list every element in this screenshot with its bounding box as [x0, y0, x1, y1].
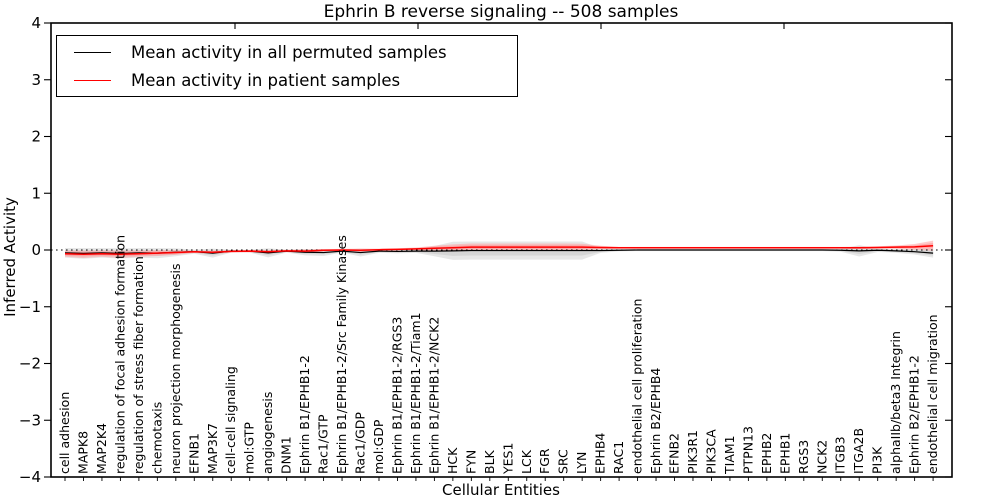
legend-label-permuted: Mean activity in all permuted samples — [131, 42, 447, 62]
legend-item-permuted: Mean activity in all permuted samples — [74, 43, 517, 62]
y-tick-label: −1 — [19, 298, 41, 316]
x-tick-label: Ephrin B1/EPHB1-2 — [297, 355, 312, 474]
y-tick-label: 1 — [31, 184, 41, 202]
x-tick-label: EPHB2 — [759, 433, 774, 474]
y-tick-label: −4 — [19, 468, 41, 486]
x-tick-label: LYN — [574, 452, 589, 474]
series-patient-line — [64, 244, 934, 256]
x-tick-label: Ephrin B1/EPHB1-2/NCK2 — [426, 317, 441, 474]
x-tick-label: NCK2 — [814, 440, 829, 474]
x-tick-label: Ephrin B2/EPHB4 — [648, 368, 663, 474]
x-tick-label: MAPK8 — [75, 431, 90, 474]
y-tick-label: 4 — [31, 14, 41, 32]
x-tick-label: ITGB3 — [833, 436, 848, 474]
x-tick-label: RAC1 — [611, 441, 626, 474]
x-tick-label: regulation of focal adhesion formation — [112, 235, 127, 474]
x-tick-label: BLK — [482, 449, 497, 474]
x-tick-label: Ephrin B1/EPHB1-2/RGS3 — [389, 317, 404, 474]
x-tick-label: EPHB1 — [777, 433, 792, 474]
x-tick-label: PTPN13 — [740, 426, 755, 474]
x-tick-label: ITGA2B — [851, 428, 866, 474]
x-tick-label: endothelial cell proliferation — [630, 299, 645, 474]
x-tick-label: HCK — [445, 447, 460, 474]
x-tick-label: neuron projection morphogenesis — [168, 263, 183, 474]
x-tick-label: SRC — [556, 449, 571, 474]
x-tick-label: cell adhesion — [57, 392, 72, 474]
band-patient-outer — [65, 240, 934, 258]
patient-line-swatch — [74, 79, 111, 81]
x-tick-label: alphaIIb/beta3 Integrin — [888, 331, 903, 474]
x-tick-label: mol:GDP — [371, 419, 386, 474]
x-tick-label: Rac1/GDP — [353, 412, 368, 474]
x-tick-label: EPHB4 — [593, 433, 608, 474]
x-tick-label: YES1 — [500, 443, 515, 475]
x-tick-label: EFNB2 — [667, 433, 682, 474]
chart-title: Ephrin B reverse signaling -- 508 sample… — [324, 2, 679, 22]
x-tick-label: LCK — [519, 449, 534, 474]
legend-item-patient: Mean activity in patient samples — [74, 71, 517, 90]
legend: Mean activity in all permuted samples Me… — [56, 35, 518, 97]
x-tick-label: mol:GTP — [242, 422, 257, 474]
x-tick-label: MAP3K7 — [205, 423, 220, 474]
y-tick-label: 3 — [31, 71, 41, 89]
x-axis-label: Cellular Entities — [442, 481, 560, 499]
x-tick-label: EFNB1 — [186, 433, 201, 474]
x-tick-label: RGS3 — [796, 440, 811, 474]
y-tick-label: −2 — [19, 355, 41, 373]
band-patient-inner — [65, 242, 934, 257]
y-axis-label: Inferred Activity — [1, 197, 19, 317]
x-tick-label: TIAM1 — [722, 435, 737, 475]
permuted-line-swatch — [74, 51, 111, 53]
x-tick-label: PIK3CA — [703, 429, 718, 474]
x-tick-label: MAP2K4 — [94, 423, 109, 474]
x-tick-label: Ephrin B1/EPHB1-2/Src Family Kinases — [334, 235, 349, 474]
x-tick-label: regulation of stress fiber formation — [131, 256, 146, 474]
legend-label-patient: Mean activity in patient samples — [131, 70, 401, 90]
y-tick-label: 2 — [31, 128, 41, 146]
x-tick-label: angiogenesis — [260, 392, 275, 474]
y-tick-label: −3 — [19, 411, 41, 429]
x-tick-label: endothelial cell migration — [925, 314, 940, 474]
x-tick-label: PI3K — [870, 446, 885, 474]
x-tick-label: Ephrin B1/EPHB1-2/Tiam1 — [408, 312, 423, 474]
y-tick-label: 0 — [31, 241, 41, 259]
x-tick-label: Ephrin B2/EPHB1-2 — [907, 355, 922, 474]
x-tick-label: PIK3R1 — [685, 430, 700, 474]
x-tick-label: FYN — [463, 450, 478, 474]
x-tick-label: chemotaxis — [149, 402, 164, 474]
x-tick-label: FGR — [537, 448, 552, 474]
x-tick-label: Rac1/GTP — [316, 414, 331, 474]
x-tick-label: DNM1 — [279, 436, 294, 474]
x-tick-label: cell-cell signaling — [223, 366, 238, 474]
